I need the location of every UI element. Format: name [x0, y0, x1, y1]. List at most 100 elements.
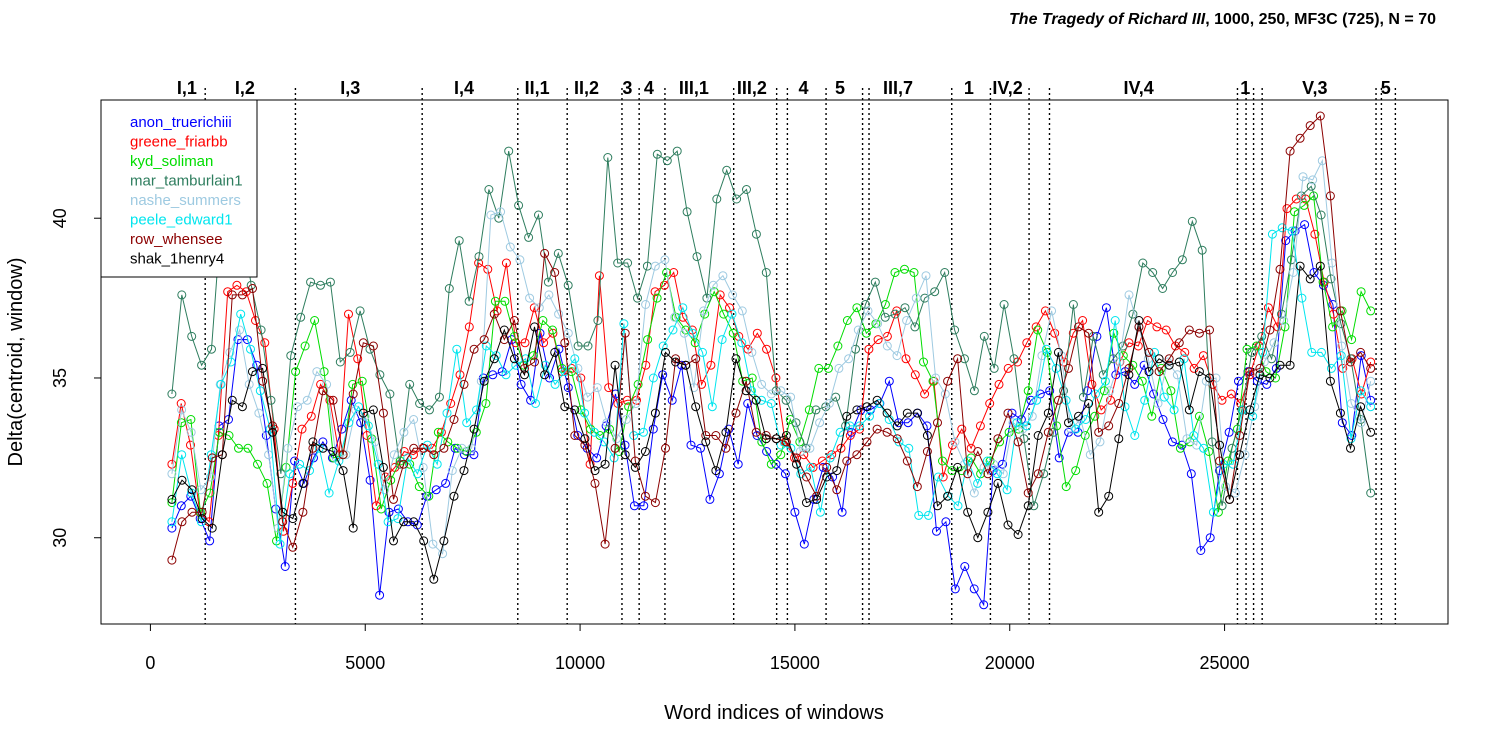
data-point: [814, 363, 824, 373]
scene-label: 1: [964, 78, 974, 98]
data-point: [641, 300, 651, 309]
data-point: [1023, 386, 1033, 396]
data-point: [176, 399, 186, 408]
data-point: [227, 290, 237, 300]
data-point: [1045, 386, 1055, 396]
data-point: [509, 316, 519, 325]
data-point: [310, 316, 320, 325]
data-point: [922, 447, 932, 456]
data-point: [1084, 399, 1094, 408]
data-point: [757, 395, 766, 405]
data-point: [808, 462, 818, 472]
data-point: [725, 303, 734, 313]
data-point: [280, 562, 290, 571]
data-point: [1255, 370, 1265, 380]
data-point: [975, 421, 985, 431]
data-point: [1215, 456, 1225, 466]
data-point: [766, 389, 776, 399]
data-point: [325, 395, 335, 405]
data-point: [938, 456, 947, 466]
data-point: [355, 306, 365, 316]
data-point: [237, 402, 247, 412]
data-point: [262, 478, 272, 488]
series-mar_tamburlain1: [167, 146, 1376, 511]
data-point: [474, 252, 484, 262]
scene-label: 5: [835, 78, 845, 98]
data-point: [1004, 427, 1014, 437]
data-point: [389, 536, 398, 546]
data-point: [724, 424, 734, 434]
data-point: [1356, 415, 1366, 424]
data-point: [516, 379, 526, 389]
data-point: [1336, 351, 1346, 361]
data-point: [672, 146, 682, 156]
data-point: [490, 296, 500, 306]
data-point: [836, 443, 846, 453]
data-point: [761, 431, 771, 440]
data-point: [1366, 363, 1376, 373]
data-point: [1263, 303, 1273, 313]
data-point: [842, 456, 852, 466]
x-tick-label: 5000: [345, 653, 385, 673]
data-point: [197, 360, 207, 370]
data-point: [776, 440, 786, 450]
data-point: [328, 395, 338, 405]
data-point: [368, 341, 378, 351]
data-point: [167, 555, 177, 565]
data-point: [901, 354, 911, 364]
data-point: [563, 280, 573, 290]
data-point: [668, 325, 678, 335]
data-point: [548, 325, 557, 335]
series-line: [171, 150, 1372, 506]
legend-entry: mar_tamburlain1: [130, 173, 243, 190]
data-point: [914, 510, 924, 520]
data-point: [293, 402, 303, 412]
data-point: [593, 316, 603, 325]
data-point: [882, 341, 892, 351]
data-point: [1326, 363, 1336, 373]
data-point: [375, 370, 385, 380]
data-point: [1267, 354, 1277, 364]
data-point: [413, 469, 422, 479]
data-point: [993, 478, 1003, 488]
data-point: [1095, 437, 1105, 447]
data-point: [658, 341, 668, 351]
data-point: [688, 328, 698, 338]
data-point: [534, 210, 543, 220]
data-point: [1090, 411, 1100, 421]
data-point: [933, 501, 942, 511]
data-point: [1265, 373, 1275, 383]
data-point: [943, 376, 953, 386]
data-point: [1029, 501, 1039, 511]
data-point: [639, 427, 648, 437]
data-point: [1235, 450, 1245, 460]
series-line: [171, 264, 1372, 582]
data-point: [306, 277, 316, 287]
data-point: [1184, 405, 1194, 415]
data-point: [1307, 347, 1317, 357]
data-point: [737, 306, 747, 316]
data-point: [721, 427, 731, 437]
data-point: [852, 405, 862, 415]
data-point: [514, 200, 524, 210]
data-point: [573, 341, 583, 351]
data-point: [1252, 341, 1261, 351]
data-point: [300, 341, 310, 351]
data-point: [1189, 431, 1199, 440]
data-point: [469, 344, 479, 354]
series-shak_1henry4: [167, 261, 1376, 584]
data-point: [496, 207, 506, 217]
data-point: [1084, 328, 1094, 338]
x-tick-label: 10000: [555, 653, 605, 673]
data-point: [941, 517, 951, 527]
data-point: [802, 472, 811, 482]
data-point: [650, 261, 660, 271]
data-point: [223, 287, 233, 297]
data-point: [486, 210, 496, 220]
data-point: [733, 459, 743, 469]
data-point: [1240, 450, 1250, 460]
data-point: [589, 427, 599, 437]
data-point: [290, 456, 300, 466]
data-point: [531, 399, 540, 408]
data-point: [1101, 303, 1111, 313]
